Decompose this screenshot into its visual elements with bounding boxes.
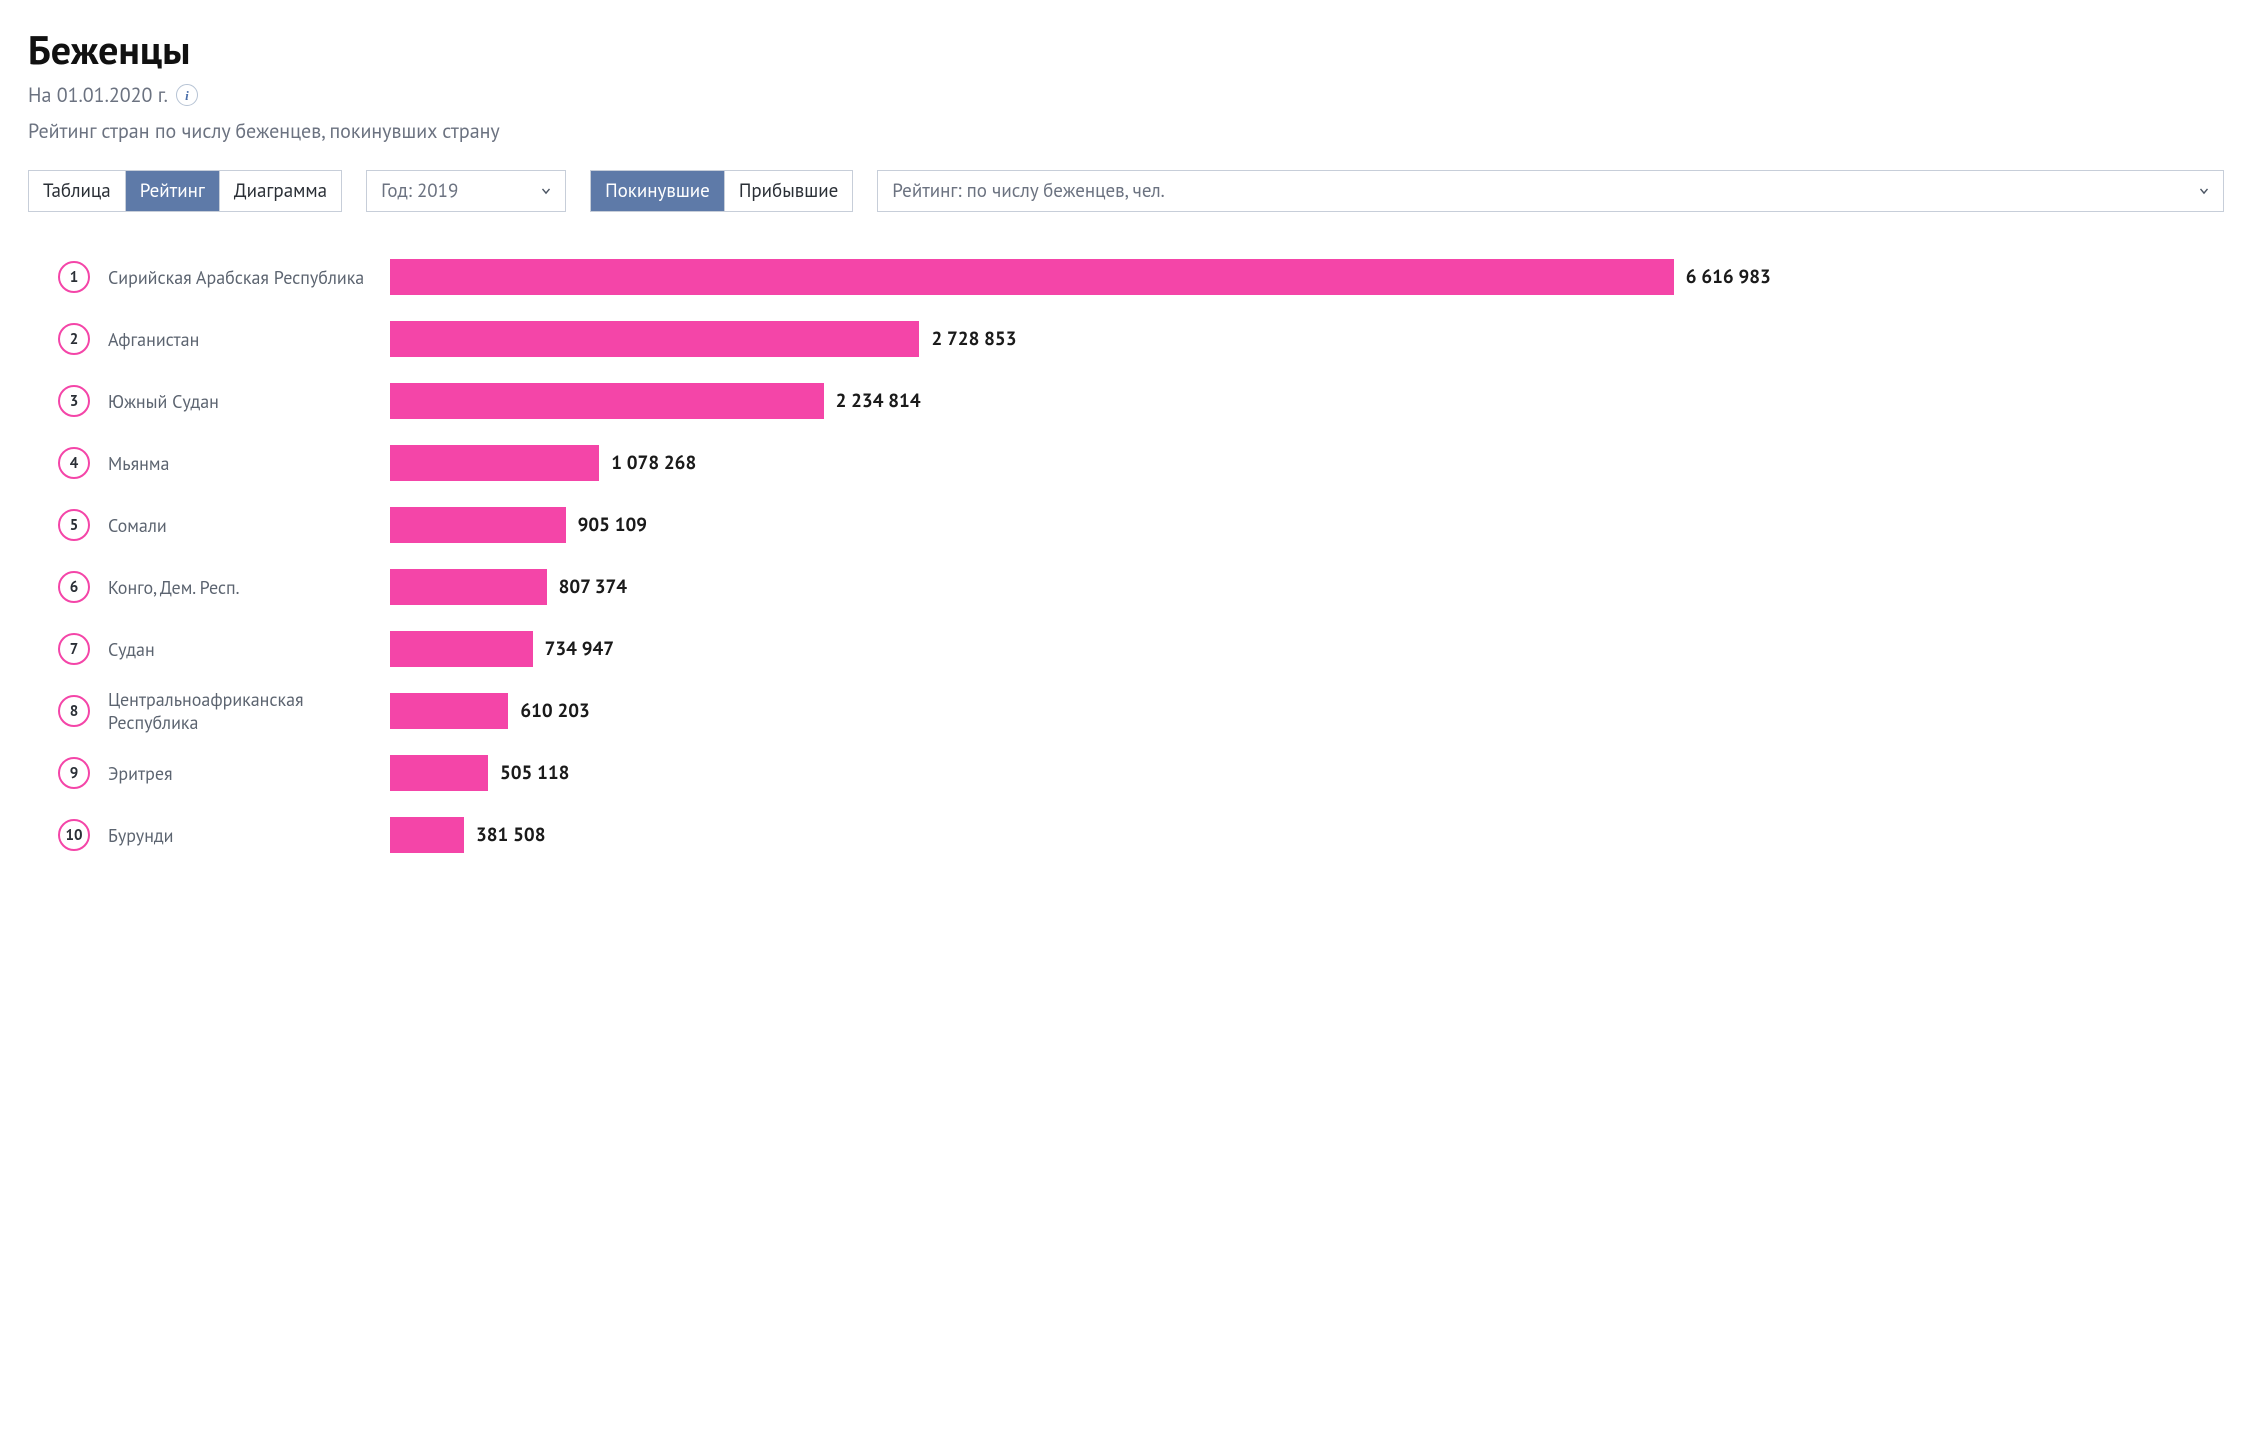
rank-badge: 2 <box>58 323 90 355</box>
year-select-label: Год: 2019 <box>381 179 458 203</box>
bar <box>390 631 533 667</box>
bar-value: 610 203 <box>520 699 589 723</box>
rank-badge: 10 <box>58 819 90 851</box>
view-tab-1[interactable]: Рейтинг <box>126 171 220 211</box>
bar <box>390 755 488 791</box>
chart-row: 4Мьянма 1 078 268 <box>58 432 2224 494</box>
direction-tabs: ПокинувшиеПрибывшие <box>590 170 853 212</box>
controls-row: ТаблицаРейтингДиаграмма Год: 2019 Покину… <box>28 170 2224 212</box>
bar <box>390 817 464 853</box>
sort-select[interactable]: Рейтинг: по числу беженцев, чел. <box>877 170 2224 212</box>
rank-badge: 3 <box>58 385 90 417</box>
country-label[interactable]: Эритрея <box>90 762 390 785</box>
bar-value: 381 508 <box>476 823 545 847</box>
bar <box>390 569 547 605</box>
bar-value: 807 374 <box>559 575 627 599</box>
chart-row: 2Афганистан 2 728 853 <box>58 308 2224 370</box>
bar-area: 1 078 268 <box>390 445 2224 481</box>
bar-area: 807 374 <box>390 569 2224 605</box>
bar <box>390 693 508 729</box>
bar-area: 905 109 <box>390 507 2224 543</box>
bar-value: 734 947 <box>545 637 614 661</box>
bar <box>390 445 599 481</box>
bar-value: 2 234 814 <box>836 389 921 413</box>
chart-row: 10Бурунди 381 508 <box>58 804 2224 866</box>
direction-tab-1[interactable]: Прибывшие <box>725 171 852 211</box>
view-tab-2[interactable]: Диаграмма <box>220 171 341 211</box>
country-label[interactable]: Сомали <box>90 514 390 537</box>
bar <box>390 383 824 419</box>
country-label[interactable]: Судан <box>90 638 390 661</box>
rank-badge: 7 <box>58 633 90 665</box>
refugee-bar-chart: 1Сирийская Арабская Республика 6 616 983 2… <box>28 246 2224 866</box>
info-icon[interactable]: i <box>176 84 198 106</box>
rank-badge: 4 <box>58 447 90 479</box>
bar-value: 2 728 853 <box>931 327 1016 351</box>
chart-row: 7Судан 734 947 <box>58 618 2224 680</box>
country-label[interactable]: Бурунди <box>90 824 390 847</box>
rank-badge: 1 <box>58 261 90 293</box>
bar-area: 2 234 814 <box>390 383 2224 419</box>
chevron-down-icon <box>539 184 553 198</box>
bar <box>390 507 566 543</box>
view-tab-0[interactable]: Таблица <box>29 171 126 211</box>
date-line: На 01.01.2020 г. <box>28 82 168 108</box>
bar-area: 6 616 983 <box>390 259 2224 295</box>
country-label[interactable]: Афганистан <box>90 328 390 351</box>
rank-badge: 5 <box>58 509 90 541</box>
bar-area: 505 118 <box>390 755 2224 791</box>
chart-row: 1Сирийская Арабская Республика 6 616 983 <box>58 246 2224 308</box>
country-label[interactable]: Конго, Дем. Респ. <box>90 576 390 599</box>
sort-select-placeholder: Рейтинг: по числу беженцев, чел. <box>892 179 1164 203</box>
bar-value: 1 078 268 <box>611 451 696 475</box>
chart-row: 5Сомали 905 109 <box>58 494 2224 556</box>
country-label[interactable]: Мьянма <box>90 452 390 475</box>
rank-badge: 8 <box>58 695 90 727</box>
page-description: Рейтинг стран по числу беженцев, покинув… <box>28 118 2224 144</box>
direction-tab-0[interactable]: Покинувшие <box>591 171 725 211</box>
bar-area: 734 947 <box>390 631 2224 667</box>
page-title: Беженцы <box>28 24 2224 76</box>
bar-area: 381 508 <box>390 817 2224 853</box>
rank-badge: 6 <box>58 571 90 603</box>
chevron-down-icon <box>2197 184 2211 198</box>
bar-value: 905 109 <box>578 513 647 537</box>
chart-row: 8Центральноафриканская Республика 610 203 <box>58 680 2224 742</box>
bar-value: 505 118 <box>500 761 569 785</box>
bar-value: 6 616 983 <box>1686 265 1771 289</box>
bar <box>390 259 1674 295</box>
bar-area: 610 203 <box>390 693 2224 729</box>
bar-area: 2 728 853 <box>390 321 2224 357</box>
view-tabs: ТаблицаРейтингДиаграмма <box>28 170 342 212</box>
rank-badge: 9 <box>58 757 90 789</box>
chart-row: 3Южный Судан 2 234 814 <box>58 370 2224 432</box>
country-label[interactable]: Центральноафриканская Республика <box>90 688 390 734</box>
bar <box>390 321 919 357</box>
country-label[interactable]: Сирийская Арабская Республика <box>90 266 390 289</box>
chart-row: 6Конго, Дем. Респ. 807 374 <box>58 556 2224 618</box>
country-label[interactable]: Южный Судан <box>90 390 390 413</box>
chart-row: 9Эритрея 505 118 <box>58 742 2224 804</box>
year-select[interactable]: Год: 2019 <box>366 170 566 212</box>
